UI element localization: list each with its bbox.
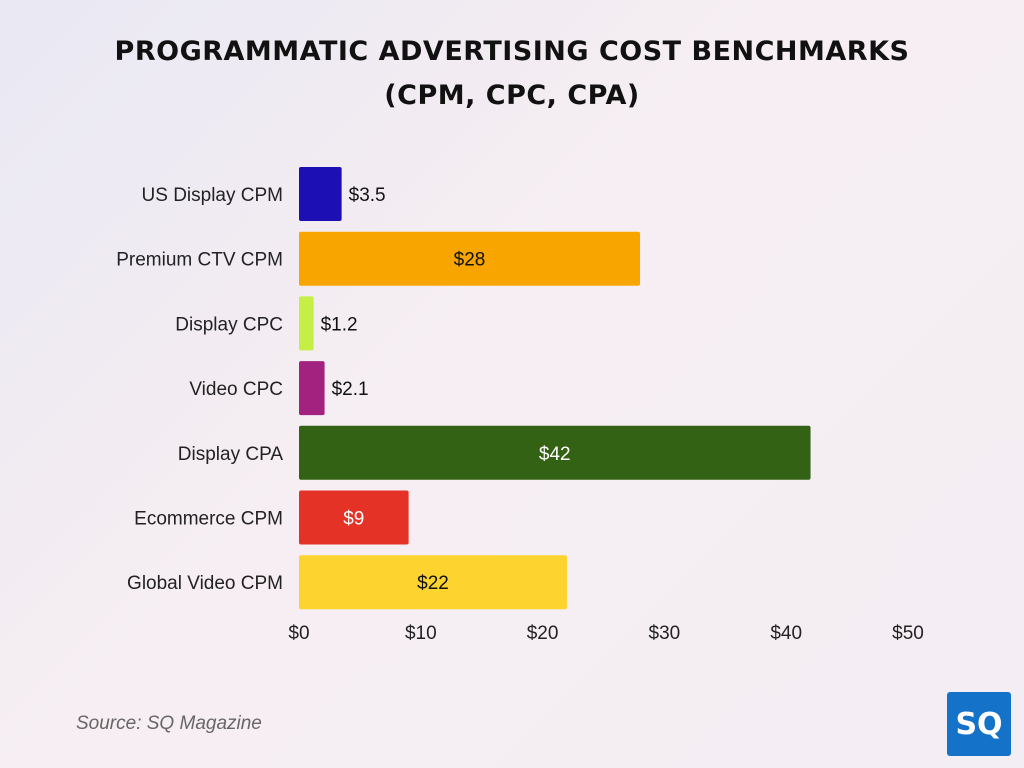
data-label: $28 xyxy=(454,250,486,271)
category-label: Video CPC xyxy=(189,379,283,400)
x-tick-label: $40 xyxy=(770,623,802,644)
category-label: Display CPC xyxy=(175,314,283,335)
x-tick-label: $10 xyxy=(405,623,437,644)
chart-title: PROGRAMMATIC ADVERTISING COST BENCHMARKS… xyxy=(0,30,1024,118)
source-note: Source: SQ Magazine xyxy=(76,713,262,734)
data-label: $9 xyxy=(343,509,364,530)
sq-logo: SQ xyxy=(947,692,1011,756)
data-label: $42 xyxy=(539,444,571,465)
bar xyxy=(299,296,314,351)
category-label: Premium CTV CPM xyxy=(116,250,283,271)
bar xyxy=(299,555,567,610)
category-label: Ecommerce CPM xyxy=(134,509,283,530)
data-label: $1.2 xyxy=(321,314,358,335)
data-label: $3.5 xyxy=(349,185,386,206)
x-tick-label: $50 xyxy=(892,623,924,644)
category-label: Global Video CPM xyxy=(127,573,283,594)
title-line-1: PROGRAMMATIC ADVERTISING COST BENCHMARKS xyxy=(114,36,910,67)
bar xyxy=(299,425,811,480)
data-label: $2.1 xyxy=(332,379,369,400)
title-line-2: (CPM, CPC, CPA) xyxy=(384,80,640,111)
bar xyxy=(299,490,409,545)
bar xyxy=(299,167,342,221)
x-tick-label: $30 xyxy=(649,623,681,644)
bar xyxy=(299,231,641,286)
category-label: US Display CPM xyxy=(142,185,283,206)
x-tick-label: $0 xyxy=(288,623,309,644)
x-tick-label: $20 xyxy=(527,623,559,644)
logo-text: SQ xyxy=(955,706,1003,742)
data-label: $22 xyxy=(417,573,449,594)
bar xyxy=(299,361,325,416)
category-label: Display CPA xyxy=(178,444,284,465)
